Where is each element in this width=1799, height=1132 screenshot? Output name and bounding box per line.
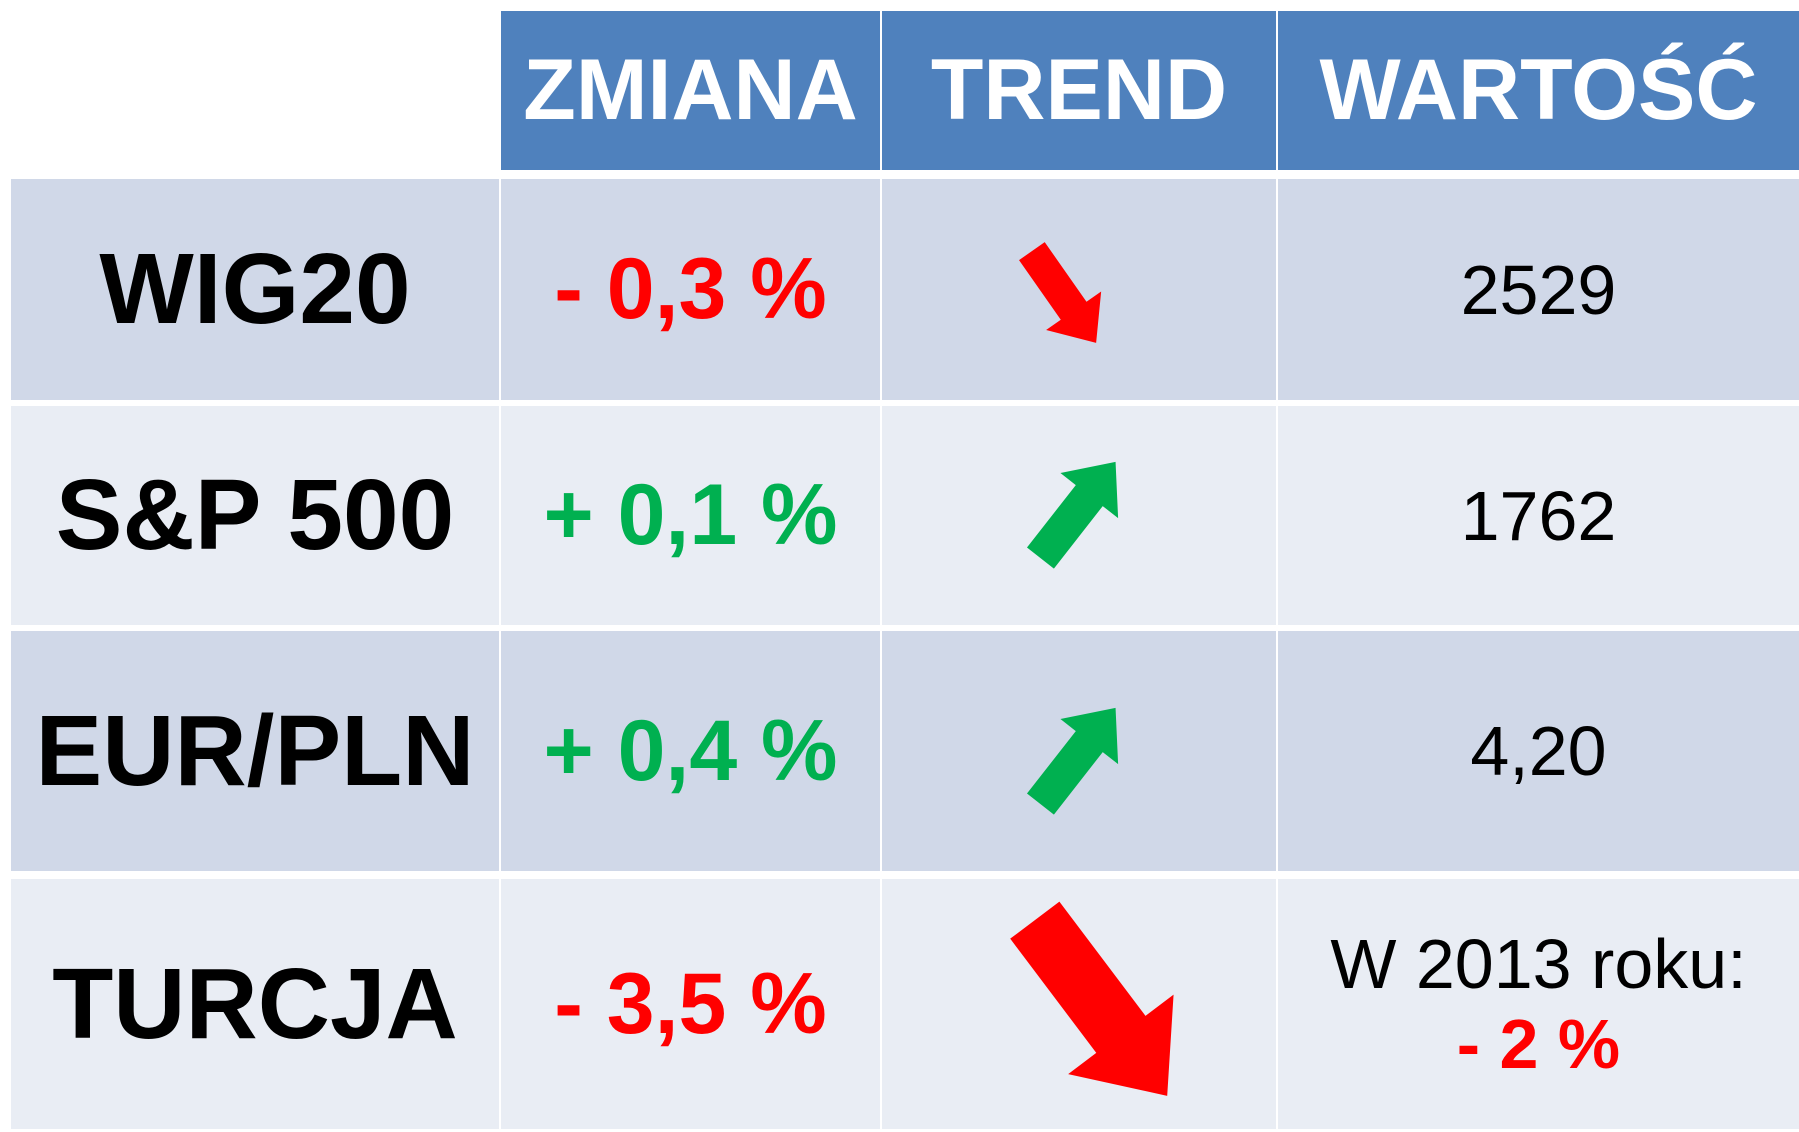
table-cell: EUR/PLN	[11, 631, 499, 871]
table-cell: W 2013 roku: - 2 %	[1278, 879, 1799, 1129]
table-cell: 4,20	[1278, 631, 1799, 871]
value: W 2013 roku:	[1330, 925, 1747, 1003]
header-text: ZMIANA	[523, 42, 858, 138]
table-cell: TURCJA	[11, 879, 499, 1129]
header-cell: ZMIANA	[501, 11, 880, 170]
row-label: S&P 500	[55, 459, 455, 571]
table-cell: + 0,1 %	[501, 406, 880, 625]
trend-arrow	[1010, 901, 1174, 1096]
table-cell: + 0,4 %	[501, 631, 880, 871]
header-cell: TREND	[882, 11, 1276, 170]
table-cell: 2529	[1278, 179, 1799, 400]
table-cell	[882, 179, 1276, 400]
row-label: WIG20	[99, 233, 411, 345]
value: 1762	[1460, 476, 1617, 555]
value: 4,20	[1470, 712, 1607, 790]
row-label: EUR/PLN	[35, 694, 475, 807]
table-cell: 1762	[1278, 406, 1799, 625]
change: - 0,3 %	[554, 241, 827, 337]
trend-arrow	[1026, 461, 1119, 569]
header-text: WARTOŚĆ	[1319, 42, 1758, 138]
change: + 0,4 %	[543, 702, 838, 799]
change: - 3,5 %	[554, 955, 827, 1052]
header-text: TREND	[930, 42, 1228, 138]
table-cell: - 3,5 %	[501, 879, 880, 1129]
header-cell: WARTOŚĆ	[1278, 11, 1799, 170]
row-label: TURCJA	[52, 947, 458, 1060]
table-cell: WIG20	[11, 179, 499, 400]
table-cell: S&P 500	[11, 406, 499, 625]
table-cell: - 0,3 %	[501, 179, 880, 400]
value-note: - 2 %	[1456, 1005, 1621, 1083]
trend-arrow	[1019, 242, 1102, 343]
value: 2529	[1460, 250, 1617, 329]
change: + 0,1 %	[543, 467, 838, 563]
trend-arrow	[1026, 707, 1119, 815]
